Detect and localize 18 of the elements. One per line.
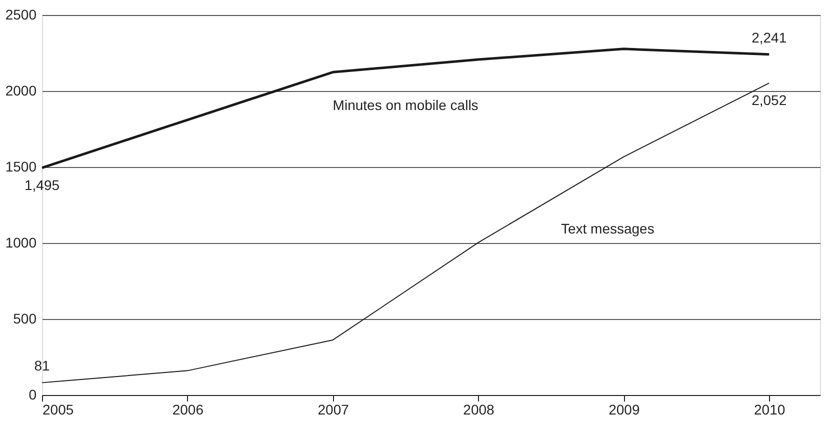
data-label: 1,495 [24,176,60,193]
y-tick-label: 1500 [5,158,37,174]
data-label: 2,241 [752,29,787,46]
y-tick-label: 0 [28,386,37,402]
x-tick-label: 2006 [172,402,204,418]
data-label: 81 [34,358,50,374]
y-tick-label: 500 [13,310,37,326]
x-tick-label: 2007 [318,402,350,418]
x-tick-label: 2005 [42,402,74,418]
x-tick-label: 2010 [754,402,786,418]
series-label: Minutes on mobile calls [332,96,478,113]
data-label: 2,052 [752,92,787,108]
x-tick-label: 2008 [463,402,495,418]
y-tick-label: 2500 [5,6,37,22]
y-tick-label: 2000 [5,82,37,98]
series-label: Text messages [560,220,654,237]
x-tick-label: 2009 [608,402,640,418]
y-tick-label: 1000 [5,234,37,250]
